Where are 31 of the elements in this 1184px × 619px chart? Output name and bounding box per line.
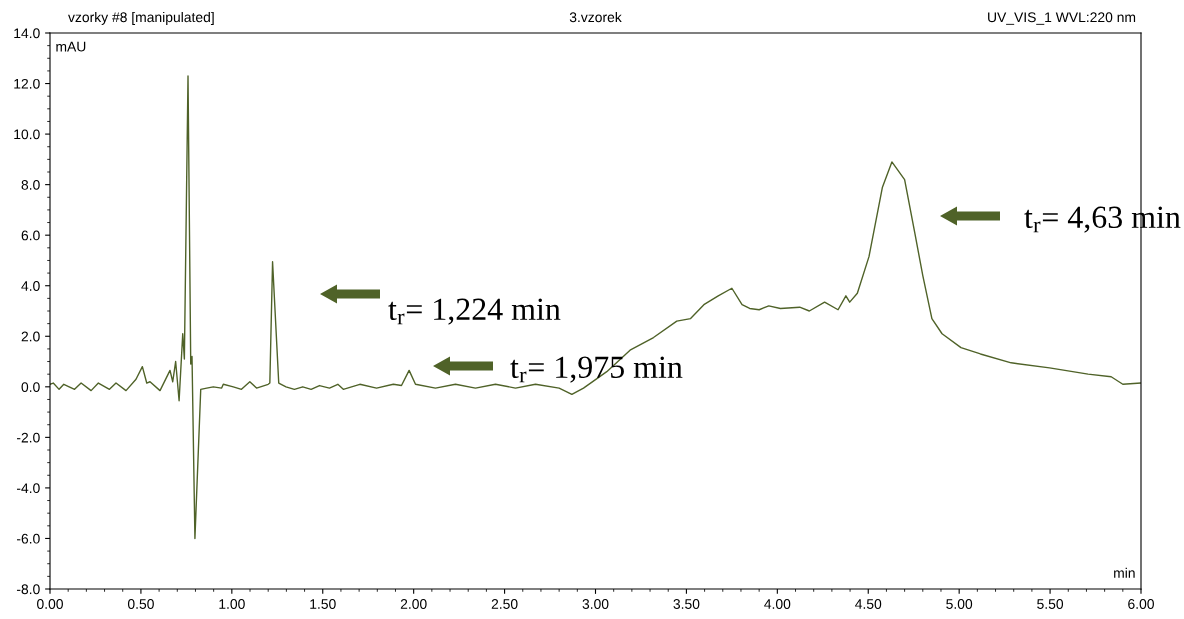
x-tick-label: 2.00 [400,599,427,609]
x-axis-title: min [1114,567,1135,578]
y-tick-label: 8.0 [21,179,40,190]
text: UV_VIS_1 WVL:220 nm [988,12,1136,25]
x-tick-label: 3.00 [582,599,609,609]
x-tick-label: 4.50 [855,599,882,609]
y-tick-label: 10.0 [14,129,40,140]
y-tick-label: 2.0 [21,331,40,342]
y-tick-label: -8.0 [16,584,40,595]
x-tick-label: 0.50 [127,599,154,609]
y-tick-label: 6.0 [21,230,40,241]
y-tick-label: 14.0 [14,28,40,39]
chart-title: 3.vzorek [569,11,622,23]
x-tick-label: 4.00 [764,599,791,609]
y-tick-label: -6.0 [16,533,40,544]
y-tick-label: 0.0 [21,382,40,392]
x-tick-label: 2.50 [491,599,518,609]
x-tick-label: 5.00 [946,599,973,609]
x-tick-label: 5.50 [1037,599,1064,609]
y-tick-label: -4.0 [16,483,40,494]
y-tick-label: 12.0 [14,78,40,89]
annotation: t$_{r}$= 1,224 min [388,298,561,325]
y-axis-title: mAU [56,41,86,52]
x-tick-label: 3.50 [673,599,700,609]
x-tick-label: 1.50 [310,599,336,609]
x-tick-label: 0.00 [37,599,63,609]
x-tick-label: 6.00 [1128,599,1154,609]
y-tick-label: 4.0 [21,281,40,291]
text: vzorky #8 [manipulated] [68,11,214,25]
y-tick-label: -2.0 [16,432,40,443]
x-tick-label: 1.00 [219,599,245,609]
